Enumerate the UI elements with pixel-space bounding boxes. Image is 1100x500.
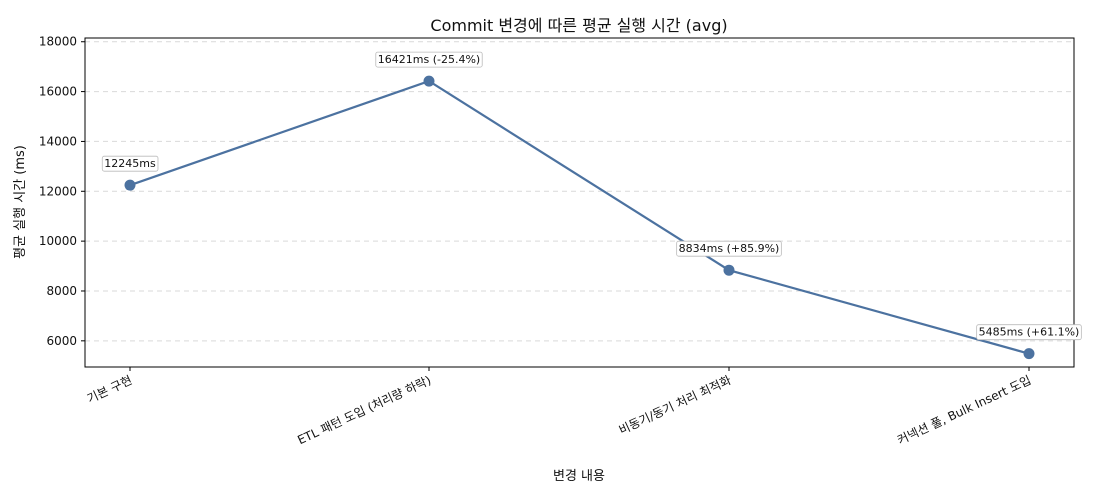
data-label-box [375, 51, 483, 68]
series-line [129, 79, 1030, 355]
y-tick-label: 16000 [39, 85, 77, 99]
x-tick-label: 커넥션 풀, Bulk Insert 도입 [895, 373, 1033, 447]
data-label: 8834ms (+85.9%) [676, 240, 782, 257]
x-axis: 기본 구현 ETL 패턴 도입 (처리량 하락) 비동기/동기 처리 최적화 커넥션 … [85, 367, 1033, 447]
grid-lines [85, 41, 1074, 342]
chart-title: Commit 변경에 따른 평균 실행 시간 (avg) [430, 16, 727, 35]
y-tick-label: 8000 [46, 284, 77, 298]
data-label-text: 16421ms (-25.4%) [378, 53, 480, 66]
data-label-box [101, 155, 159, 172]
data-point [423, 75, 435, 87]
y-axis: 6000 8000 10000 12000 14000 16000 18000 [39, 35, 85, 348]
data-label-text: 12245ms [104, 157, 156, 170]
data-label: 12245ms [101, 155, 159, 172]
data-point [723, 264, 735, 276]
data-point [124, 179, 136, 191]
data-label: 16421ms (-25.4%) [375, 51, 483, 68]
x-tick-label: ETL 패턴 도입 (처리량 하락) [295, 373, 433, 447]
y-tick-label: 14000 [39, 134, 77, 148]
data-label-box [976, 324, 1082, 341]
x-tick-label: 비동기/동기 처리 최적화 [617, 373, 734, 437]
data-label-text: 5485ms (+61.1%) [979, 326, 1080, 339]
data-point [1023, 348, 1035, 360]
annotations: 12245ms 16421ms (-25.4%) 8834ms (+85.9%) 54… [101, 51, 1082, 341]
plot-frame [84, 37, 1075, 368]
y-tick-label: 18000 [39, 35, 77, 49]
x-axis-label: 변경 내용 [553, 469, 605, 484]
y-tick-label: 10000 [39, 234, 77, 248]
x-tick-label: 기본 구현 [85, 373, 134, 406]
data-label-box [676, 240, 782, 257]
y-tick-label: 12000 [39, 184, 77, 198]
y-tick-label: 6000 [46, 334, 77, 348]
series [124, 75, 1035, 360]
y-axis-label: 평균 실행 시간 (ms) [12, 145, 28, 259]
data-label: 5485ms (+61.1%) [976, 324, 1082, 341]
data-label-text: 8834ms (+85.9%) [679, 242, 780, 255]
